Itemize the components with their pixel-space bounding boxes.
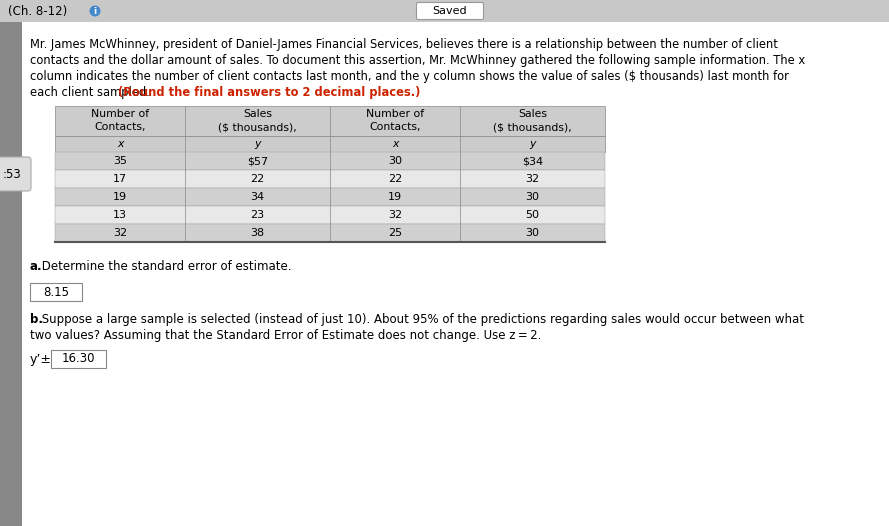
Text: y: y [254,139,260,149]
Text: 23: 23 [251,210,265,220]
Bar [55,170,605,188]
Text: Determine the standard error of estimate.: Determine the standard error of estimate… [38,260,292,273]
Bar [55,188,605,206]
Text: 16.30: 16.30 [61,352,95,366]
Text: Sales: Sales [518,109,547,119]
Text: 32: 32 [388,210,402,220]
Text: y’±: y’± [30,352,52,366]
Text: Sales: Sales [243,109,272,119]
Text: Contacts,: Contacts, [369,122,420,132]
Text: 19: 19 [388,192,402,202]
Bar [51,350,106,368]
FancyBboxPatch shape [417,3,484,19]
Text: :53: :53 [3,167,21,180]
Text: 32: 32 [525,174,540,184]
Text: Number of: Number of [366,109,424,119]
FancyBboxPatch shape [0,157,31,191]
Text: Contacts,: Contacts, [94,122,146,132]
Text: 8.15: 8.15 [43,286,69,298]
Text: contacts and the dollar amount of sales. To document this assertion, Mr. McWhinn: contacts and the dollar amount of sales.… [30,54,805,67]
Text: 38: 38 [251,228,265,238]
Text: Number of: Number of [91,109,149,119]
Text: ($ thousands),: ($ thousands), [493,122,572,132]
Text: column indicates the number of client contacts last month, and the y column show: column indicates the number of client co… [30,70,789,83]
Text: i: i [93,6,97,15]
Text: 22: 22 [251,174,265,184]
Bar [55,152,605,170]
Bar [0,0,889,22]
Bar [55,206,605,224]
Text: 22: 22 [388,174,402,184]
Bar [30,283,82,301]
Text: b.: b. [30,313,43,326]
Text: (Ch. 8-12): (Ch. 8-12) [8,5,68,17]
Text: (Round the final answers to 2 decimal places.): (Round the final answers to 2 decimal pl… [118,86,420,99]
Bar [55,224,605,242]
Text: Suppose a large sample is selected (instead of just 10). About 95% of the predic: Suppose a large sample is selected (inst… [38,313,804,326]
Text: 30: 30 [525,228,540,238]
Text: $57: $57 [247,156,268,166]
Text: 17: 17 [113,174,127,184]
Bar [55,106,605,136]
Circle shape [90,5,100,16]
Text: x: x [392,139,398,149]
Text: 13: 13 [113,210,127,220]
Text: ($ thousands),: ($ thousands), [218,122,297,132]
Text: 19: 19 [113,192,127,202]
Bar [55,136,605,152]
Text: y: y [529,139,536,149]
Text: 32: 32 [113,228,127,238]
Bar [0,22,22,526]
Text: 50: 50 [525,210,540,220]
Text: Mr. James McWhinney, president of Daniel-James Financial Services, believes ther: Mr. James McWhinney, president of Daniel… [30,38,778,51]
Text: a.: a. [30,260,43,273]
Text: each client sampled.: each client sampled. [30,86,154,99]
Text: two values? Assuming that the Standard Error of Estimate does not change. Use z : two values? Assuming that the Standard E… [30,329,541,342]
Text: Saved: Saved [433,6,468,16]
Text: 25: 25 [388,228,402,238]
Text: 30: 30 [525,192,540,202]
Text: 30: 30 [388,156,402,166]
Text: 34: 34 [251,192,265,202]
Text: x: x [116,139,124,149]
Text: 35: 35 [113,156,127,166]
Text: $34: $34 [522,156,543,166]
